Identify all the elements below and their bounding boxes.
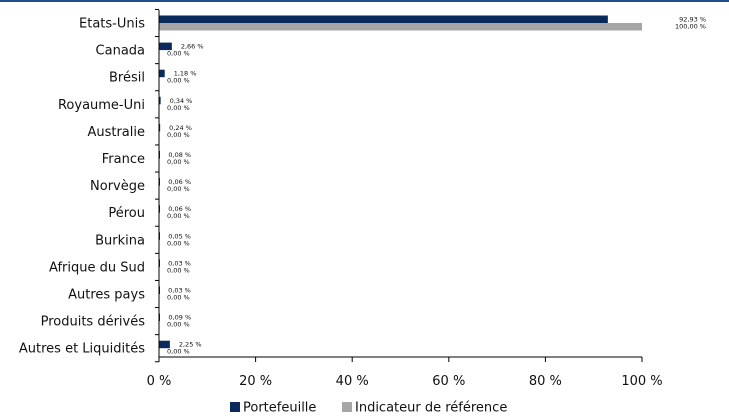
category-label: France (102, 152, 145, 167)
data-label-portefeuille: 0,08 % (168, 151, 191, 159)
data-label-portefeuille: 2,25 % (179, 341, 202, 349)
category-label: Australie (87, 125, 145, 140)
data-label-indicateur: 0,00 % (167, 348, 190, 356)
legend-swatch-indicateur (342, 402, 352, 412)
bar-portefeuille (159, 96, 161, 105)
legend: Portefeuille Indicateur de référence (230, 401, 507, 416)
bar-portefeuille (159, 69, 165, 78)
bar-portefeuille (159, 123, 161, 132)
legend-label-portefeuille: Portefeuille (243, 401, 316, 415)
x-tick-label: 60 % (432, 374, 465, 389)
data-label-indicateur: 0,00 % (167, 321, 190, 329)
data-label-indicateur: 0,00 % (167, 239, 190, 247)
data-label-portefeuille: 0,06 % (168, 178, 191, 186)
x-tick-label: 100 % (621, 374, 662, 389)
category-label: Autres et Liquidités (19, 342, 145, 357)
data-label-portefeuille: 1,18 % (174, 70, 197, 78)
category-label: Pérou (108, 206, 145, 221)
legend-label-indicateur: Indicateur de référence (355, 401, 507, 415)
category-label: Burkina (95, 233, 145, 248)
data-label-indicateur: 0,00 % (167, 131, 190, 139)
data-label-indicateur: 0,00 % (167, 294, 190, 302)
data-label-portefeuille: 92,93 % (679, 16, 706, 24)
category-label: Autres pays (68, 288, 145, 303)
bar-portefeuille (159, 42, 172, 51)
data-label-portefeuille: 0,05 % (168, 232, 191, 240)
data-label-indicateur: 0,00 % (167, 77, 190, 85)
category-label: Produits dérivés (41, 315, 146, 330)
data-label-portefeuille: 0,03 % (168, 259, 191, 267)
category-label: Brésil (109, 71, 145, 86)
labels-layer: Etats-Unis 92,93 %100,00 %Canada 2,66 %0,0… (19, 16, 706, 390)
top-rule (0, 0, 729, 2)
data-label-indicateur: 100,00 % (675, 23, 706, 31)
data-label-indicateur: 0,00 % (167, 185, 190, 193)
category-label: Canada (96, 44, 145, 59)
data-label-indicateur: 0,00 % (167, 104, 190, 112)
x-tick-label: 0 % (147, 374, 172, 389)
bar-indicateur (159, 23, 642, 31)
data-label-portefeuille: 0,24 % (169, 124, 192, 132)
data-label-indicateur: 0,00 % (167, 158, 190, 166)
bar-portefeuille (159, 15, 608, 23)
axis-layer (155, 8, 643, 363)
x-tick-label: 80 % (529, 374, 562, 389)
data-label-portefeuille: 0,34 % (170, 97, 193, 105)
data-label-portefeuille: 0,06 % (168, 205, 191, 213)
bars-layer (159, 15, 642, 349)
category-label: Etats-Unis (79, 17, 145, 32)
x-tick-label: 20 % (239, 374, 272, 389)
x-tick-label: 40 % (336, 374, 369, 389)
legend-swatch-portefeuille (230, 402, 240, 412)
category-label: Royaume-Uni (58, 98, 145, 113)
data-label-indicateur: 0,00 % (167, 266, 190, 274)
data-label-portefeuille: 0,03 % (168, 287, 191, 295)
bar-portefeuille (159, 340, 170, 349)
data-label-indicateur: 0,00 % (167, 212, 190, 220)
data-label-indicateur: 0,00 % (167, 50, 190, 58)
category-label: Afrique du Sud (49, 260, 145, 275)
category-label: Norvège (90, 179, 145, 194)
data-label-portefeuille: 0,09 % (168, 314, 191, 322)
data-label-portefeuille: 2,66 % (181, 43, 204, 51)
